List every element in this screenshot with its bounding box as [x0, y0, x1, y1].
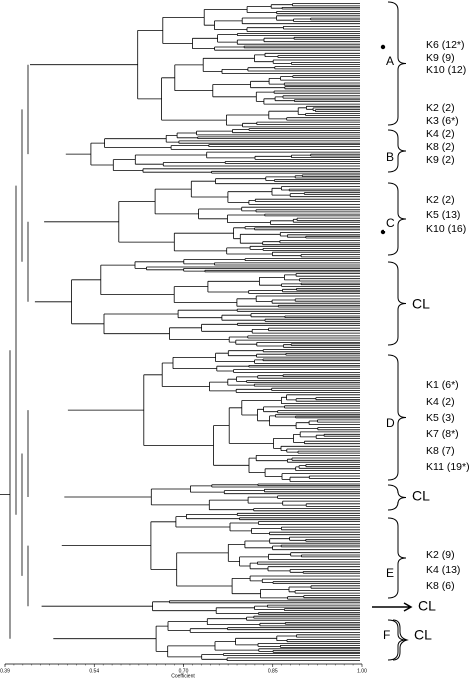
- cluster-label: CL: [414, 627, 432, 643]
- group-label: K2 (2): [426, 102, 455, 114]
- group-label: K8 (2): [426, 141, 455, 153]
- tick-label: 0.85: [268, 668, 278, 674]
- group-label: K8 (7): [426, 445, 455, 457]
- cluster-label: CL: [418, 598, 436, 614]
- cluster-letter: E: [386, 566, 394, 580]
- group-label: K8 (6): [426, 580, 455, 592]
- brace: [387, 261, 407, 346]
- brace: [392, 619, 409, 661]
- group-label: K4 (2): [426, 396, 455, 408]
- letter-bg: [384, 55, 396, 69]
- arrow: [372, 602, 413, 612]
- tick-label: 0.39: [0, 668, 10, 674]
- tick-label: 1.00: [357, 668, 367, 674]
- dendrogram-branches: [0, 3, 360, 661]
- group-label: K7 (8*): [426, 428, 459, 440]
- letter-bg: [381, 629, 393, 643]
- marker-dot: [380, 44, 386, 50]
- group-label: K5 (13): [426, 209, 460, 221]
- cluster-letter: D: [386, 416, 395, 430]
- group-label: K10 (12): [426, 64, 466, 76]
- group-label: K4 (13): [426, 564, 460, 576]
- letter-bg: [384, 151, 396, 165]
- letter-bg: [384, 417, 396, 431]
- group-label: K4 (2): [426, 128, 455, 140]
- cluster-letter: A: [386, 54, 394, 68]
- group-label: K11 (19*): [426, 461, 470, 473]
- group-label: K9 (2): [426, 154, 455, 166]
- group-label: K1 (6*): [426, 379, 459, 391]
- letter-bg: [384, 567, 396, 581]
- dendrogram: [0, 3, 360, 661]
- brace: [387, 129, 407, 173]
- cluster-letter: C: [386, 216, 395, 230]
- cluster-letter: F: [383, 628, 390, 642]
- tick-label: 0.54: [89, 668, 99, 674]
- tick-label: 0.70: [179, 668, 189, 674]
- group-label: K3 (6*): [426, 115, 459, 127]
- group-label: K5 (3): [426, 412, 455, 424]
- letter-bg: [384, 217, 396, 231]
- group-label: K2 (9): [426, 549, 455, 561]
- brace: [387, 182, 407, 256]
- cluster-label: CL: [412, 296, 430, 312]
- group-label: K2 (2): [426, 194, 455, 206]
- cluster-label: CL: [412, 488, 430, 504]
- axis-label: Coefficient: [171, 673, 195, 679]
- group-label: K9 (9): [426, 52, 455, 64]
- group-label: K10 (16): [426, 223, 466, 235]
- brace: [387, 484, 407, 511]
- cluster-letter: B: [386, 150, 394, 164]
- brace: [387, 1, 407, 126]
- brace: [387, 354, 407, 481]
- group-label: K6 (12*): [426, 39, 465, 51]
- brace: [387, 517, 407, 599]
